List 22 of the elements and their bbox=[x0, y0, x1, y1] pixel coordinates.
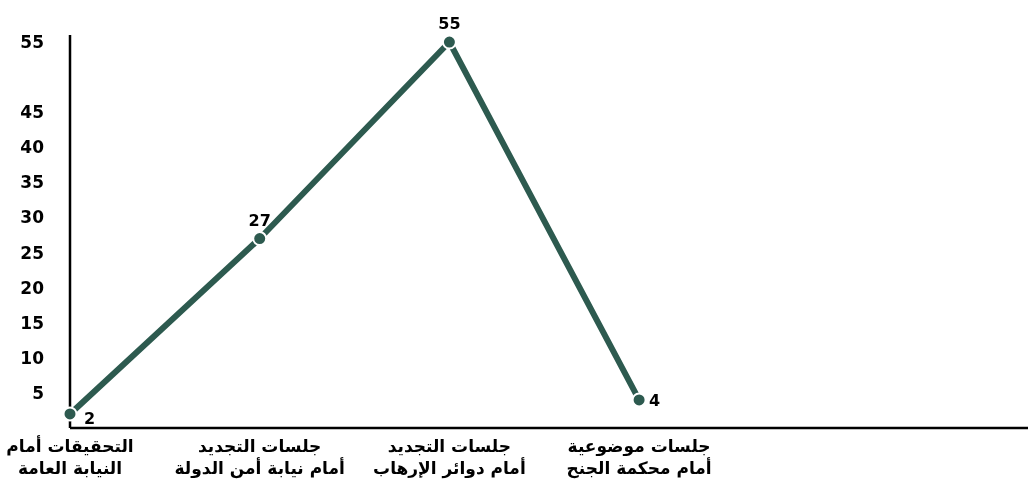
data-label: 27 bbox=[248, 210, 271, 230]
y-tick-label: 55 bbox=[20, 32, 44, 53]
x-tick-label: جلسات موضوعية أمام محكمة الجنح bbox=[566, 436, 712, 479]
y-tick-label: 35 bbox=[20, 172, 44, 193]
point bbox=[631, 392, 647, 408]
y-tick-label: 5 bbox=[32, 382, 44, 403]
y-tick-label: 25 bbox=[20, 242, 44, 263]
data-label: 55 bbox=[438, 14, 461, 34]
y-tick-label: 45 bbox=[20, 102, 44, 123]
y-tick-label: 15 bbox=[20, 312, 44, 333]
data-label: 4 bbox=[649, 390, 661, 410]
point bbox=[252, 231, 268, 247]
point bbox=[62, 406, 78, 422]
x-tick-label: جلسات التجديد أمام نيابة أمن الدولة bbox=[174, 436, 345, 479]
point bbox=[441, 34, 457, 50]
x-tick-label: جلسات التجديد أمام دوائر الإرهاب bbox=[373, 436, 526, 479]
data-label: 2 bbox=[84, 408, 96, 428]
x-tick-label: التحقيقات أمام النيابة العامة bbox=[6, 435, 134, 478]
y-tick-label: 10 bbox=[20, 347, 45, 368]
y-tick-label: 40 bbox=[20, 137, 45, 158]
y-tick-label: 30 bbox=[20, 207, 45, 228]
y-tick-label: 20 bbox=[20, 277, 45, 298]
